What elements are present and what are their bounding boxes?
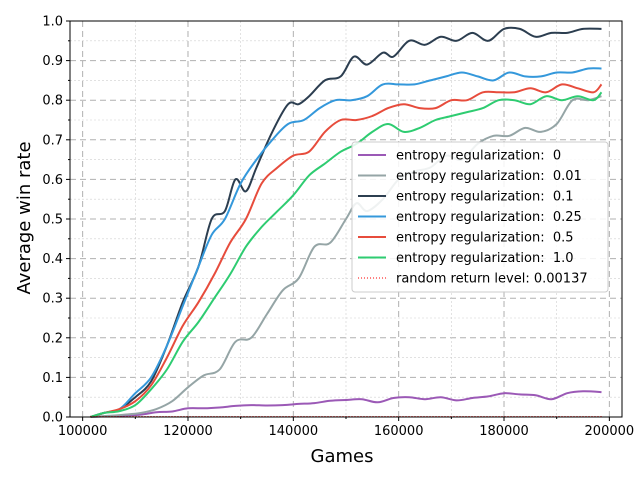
legend: entropy regularization: 0 entropy regular… [351, 141, 609, 293]
legend-label: entropy regularization: 0.25 [396, 210, 582, 225]
y-tick-label: 0.2 [42, 331, 63, 346]
series-line-2 [90, 26, 602, 418]
y-tick-label: 0.9 [42, 54, 63, 69]
legend-box [351, 141, 609, 293]
x-axis-label: Games [311, 446, 374, 467]
y-tick-label: 0.1 [42, 371, 63, 386]
x-tick-label: 180000 [479, 424, 529, 439]
y-tick-label: 1.0 [42, 15, 63, 30]
x-tick-label: 200000 [585, 424, 635, 439]
series-lines [90, 26, 603, 418]
x-tick-label: 140000 [269, 424, 319, 439]
y-tick-label: 0.0 [42, 411, 63, 426]
y-tick-label: 0.3 [42, 292, 63, 307]
series-line-0 [90, 390, 602, 418]
y-axis-ticks: 0.0 0.1 0.2 0.3 0.4 0.5 0.6 0.7 0.8 0.9 1.0 [42, 15, 70, 426]
x-tick-label: 100000 [58, 424, 108, 439]
series-line-4 [90, 83, 603, 418]
series-line-3 [90, 67, 602, 418]
y-tick-label: 0.4 [42, 252, 63, 267]
y-axis-label: Average win rate [14, 141, 35, 294]
y-tick-label: 0.8 [42, 94, 63, 109]
legend-label: entropy regularization: 0.01 [396, 169, 582, 184]
legend-label: entropy regularization: 1.0 [396, 251, 574, 266]
x-tick-label: 160000 [374, 424, 424, 439]
legend-label: random return level: 0.00137 [396, 272, 588, 287]
legend-label: entropy regularization: 0.1 [396, 190, 574, 205]
series-line-5 [90, 91, 603, 418]
y-tick-label: 0.6 [42, 173, 63, 188]
legend-label: entropy regularization: 0.5 [396, 231, 574, 246]
x-tick-label: 120000 [163, 424, 213, 439]
y-tick-label: 0.5 [42, 213, 63, 228]
x-axis-ticks: 100000 120000 140000 160000 180000 200000 [58, 417, 634, 439]
y-tick-label: 0.7 [42, 133, 63, 148]
legend-label: entropy regularization: 0 [396, 149, 561, 164]
